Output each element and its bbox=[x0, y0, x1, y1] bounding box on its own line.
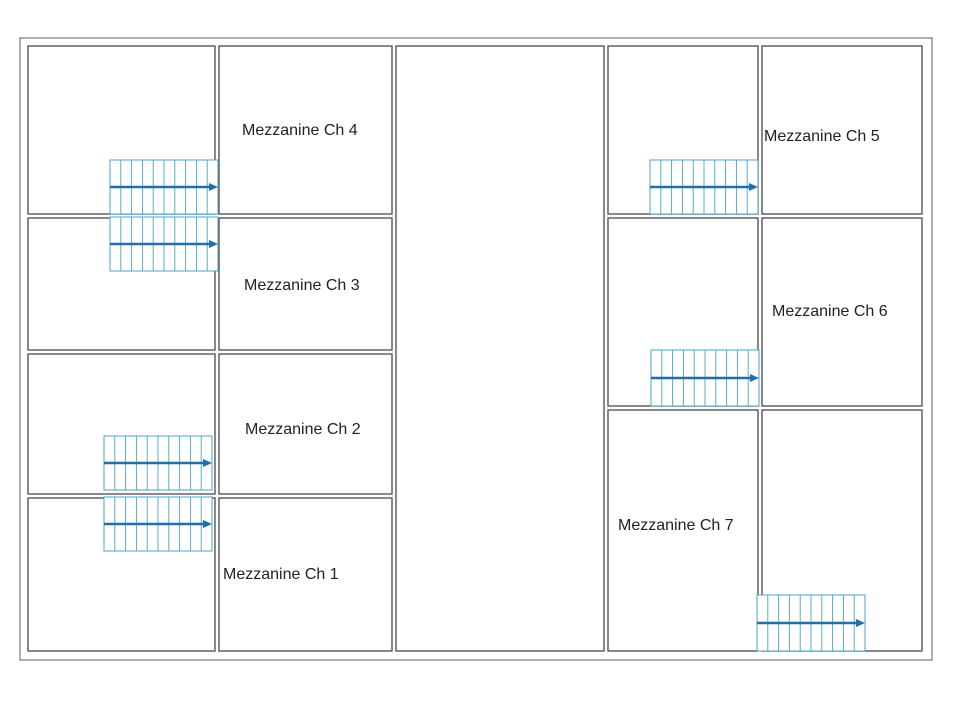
room-ch3 bbox=[218, 217, 393, 351]
label-ch5: Mezzanine Ch 5 bbox=[764, 128, 880, 145]
stair-ch2 bbox=[103, 435, 213, 491]
label-ch2: Mezzanine Ch 2 bbox=[245, 421, 361, 438]
arrow-head-icon bbox=[209, 183, 218, 191]
central-hall bbox=[395, 45, 605, 652]
arrow-head-icon bbox=[203, 459, 212, 467]
stair-ch7 bbox=[756, 594, 866, 652]
room-ch2 bbox=[218, 353, 393, 495]
room-ch5 bbox=[761, 45, 923, 215]
room-ch6 bbox=[761, 217, 923, 407]
arrow-head-icon bbox=[856, 619, 865, 627]
arrow-head-icon bbox=[750, 374, 759, 382]
stair-ch4 bbox=[109, 159, 219, 215]
stair-ch6 bbox=[650, 349, 760, 407]
arrow-head-icon bbox=[209, 240, 218, 248]
stair-ch5 bbox=[649, 159, 759, 215]
label-ch4: Mezzanine Ch 4 bbox=[242, 122, 358, 139]
room-ch1 bbox=[218, 497, 393, 652]
stair-ch3 bbox=[109, 216, 219, 272]
arrow-head-icon bbox=[749, 183, 758, 191]
label-ch7: Mezzanine Ch 7 bbox=[618, 517, 734, 534]
arrow-head-icon bbox=[203, 520, 212, 528]
stair-ch1 bbox=[103, 496, 213, 552]
room-ch7 bbox=[607, 409, 759, 652]
label-ch3: Mezzanine Ch 3 bbox=[244, 277, 360, 294]
stairs-layer bbox=[103, 159, 866, 652]
label-ch6: Mezzanine Ch 6 bbox=[772, 303, 888, 320]
label-ch1: Mezzanine Ch 1 bbox=[223, 566, 339, 583]
room-ch4 bbox=[218, 45, 393, 215]
